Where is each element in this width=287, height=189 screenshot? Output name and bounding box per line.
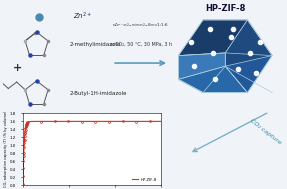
FancyArrowPatch shape — [115, 61, 164, 65]
Text: 2-Butyl-1H-imidazole: 2-Butyl-1H-imidazole — [69, 91, 127, 96]
Text: $Zn^{2+}$: $Zn^{2+}$ — [73, 11, 92, 22]
Polygon shape — [225, 20, 272, 66]
Text: 2-methylimidazole: 2-methylimidazole — [69, 42, 121, 47]
Polygon shape — [179, 20, 247, 56]
Y-axis label: CO₂ adsorption capacity (T) (% by volume): CO₂ adsorption capacity (T) (% by volume… — [4, 111, 8, 187]
Legend: HP-ZIF-8: HP-ZIF-8 — [130, 176, 159, 183]
FancyArrowPatch shape — [193, 113, 267, 152]
Text: HP-ZIF-8: HP-ZIF-8 — [205, 4, 245, 13]
Polygon shape — [179, 53, 225, 93]
Polygon shape — [179, 66, 247, 93]
Text: +: + — [13, 63, 22, 73]
Text: CO₂ capture: CO₂ capture — [249, 118, 282, 145]
Text: $n_{Zn^{2+}}$:$n_{2-mim}$:$n_{2-Bim}$=1:1:6: $n_{Zn^{2+}}$:$n_{2-mim}$:$n_{2-Bim}$=1:… — [112, 21, 169, 29]
Text: scCO₂, 50 °C, 30 MPa, 3 h: scCO₂, 50 °C, 30 MPa, 3 h — [110, 42, 172, 46]
Polygon shape — [225, 20, 272, 93]
